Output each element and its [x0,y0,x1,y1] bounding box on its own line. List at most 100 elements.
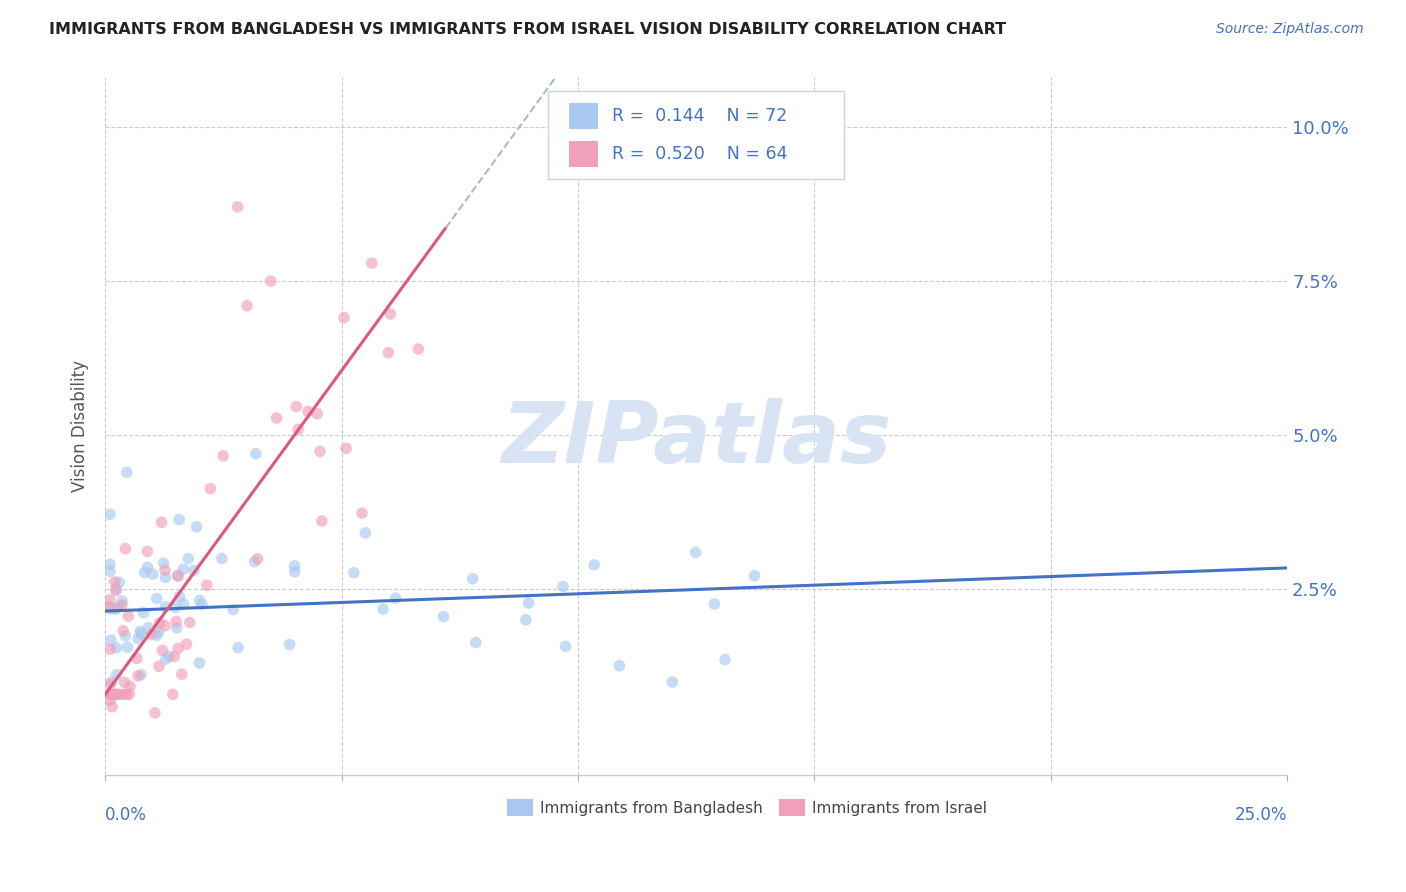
Point [515,613,537,627]
Point [115,465,138,479]
Point [211,551,233,566]
Point [243,555,266,569]
Point [148,625,170,640]
Point [105,667,128,681]
Point [129,624,152,639]
Point [108,575,131,590]
Point [311,514,333,528]
Bar [779,799,806,816]
Point [246,551,269,566]
Point [98,687,121,701]
Point [152,643,174,657]
Point [98,558,121,572]
Point [408,342,430,356]
Point [245,447,267,461]
Point [155,599,177,614]
Point [380,307,402,321]
Point [152,556,174,570]
Point [114,629,136,643]
Point [200,482,222,496]
Point [260,274,283,288]
Point [165,615,187,629]
Point [285,400,308,414]
Text: Source: ZipAtlas.com: Source: ZipAtlas.com [1216,22,1364,37]
Point [98,599,121,614]
Point [148,616,170,631]
Point [284,558,307,573]
Point [105,583,128,598]
Point [155,570,177,584]
Point [236,299,259,313]
Point [143,706,166,720]
Point [165,600,187,615]
Point [100,687,122,701]
Text: Immigrants from Israel: Immigrants from Israel [813,800,987,815]
Point [188,656,211,670]
Point [551,580,574,594]
Point [114,675,136,690]
Point [136,560,159,574]
Point [111,687,134,701]
Text: ZIPatlas: ZIPatlas [501,399,891,482]
Bar [568,103,598,129]
Point [103,687,125,701]
Point [309,444,332,458]
Point [141,627,163,641]
Point [284,565,307,579]
Point [169,590,191,604]
Point [354,525,377,540]
Point [350,506,373,520]
Point [176,637,198,651]
Point [127,669,149,683]
Point [226,640,249,655]
Point [343,566,366,580]
Text: IMMIGRANTS FROM BANGLADESH VS IMMIGRANTS FROM ISRAEL VISION DISABILITY CORRELATI: IMMIGRANTS FROM BANGLADESH VS IMMIGRANTS… [49,22,1007,37]
Point [609,658,631,673]
Point [134,566,156,580]
Point [333,310,356,325]
Point [167,512,190,526]
Point [148,659,170,673]
Point [377,345,399,359]
Point [222,602,245,616]
Point [183,563,205,577]
Bar [508,799,533,816]
Point [127,632,149,646]
Point [117,640,139,655]
Point [307,407,329,421]
Point [432,609,454,624]
Point [105,687,128,701]
Bar [568,141,598,168]
Point [371,602,394,616]
Point [142,567,165,582]
Point [297,404,319,418]
Point [461,572,484,586]
Point [115,687,138,701]
Point [177,551,200,566]
Point [108,687,131,701]
Point [125,651,148,665]
Point [212,449,235,463]
Point [117,609,139,624]
Point [703,597,725,611]
Point [98,642,121,657]
Point [105,687,128,701]
Text: 25.0%: 25.0% [1234,806,1288,824]
Point [98,693,121,707]
Point [111,594,134,608]
Point [157,649,180,664]
Point [118,687,141,701]
Point [145,591,167,606]
Point [98,507,121,521]
Point [685,545,707,559]
Point [170,667,193,681]
Point [136,621,159,635]
Point [136,544,159,558]
Point [100,687,122,701]
Point [118,679,141,693]
Point [335,442,357,456]
Point [167,641,190,656]
Text: 0.0%: 0.0% [105,806,148,824]
FancyBboxPatch shape [548,91,844,178]
Point [104,602,127,616]
